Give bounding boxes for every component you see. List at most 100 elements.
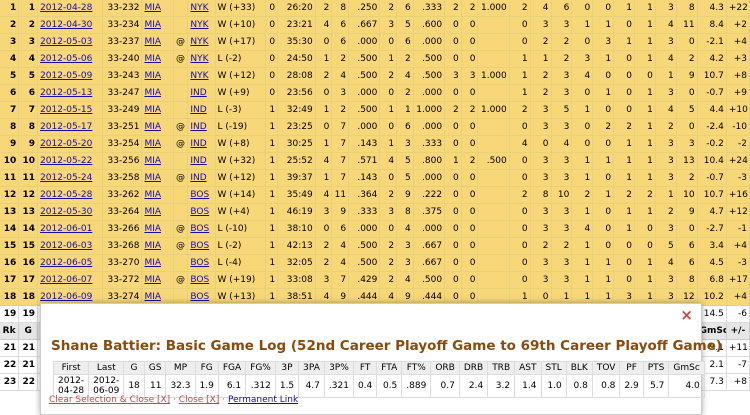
opponent-link[interactable]: NYK [187,67,216,85]
stat-cell: +17 [726,271,750,289]
stat-cell: .333 [413,0,446,17]
close-link[interactable]: Close [X] [178,395,220,405]
opponent-link[interactable]: IND [187,169,216,187]
game-number-cell: 14 [18,220,39,238]
stat-cell: 2 [379,0,398,17]
opponent-link[interactable]: BOS [187,254,216,272]
stat-cell: 10.4 [697,152,727,170]
date-link[interactable]: 2012-05-30 [37,203,103,221]
date-link[interactable]: 2012-06-05 [37,254,103,272]
result-cell: W (+33) [215,0,266,17]
team-link[interactable]: MIA [141,220,174,238]
stat-cell: 1 [613,152,635,170]
stat-cell: 0 [509,254,531,272]
stat-cell: 1 [592,84,615,102]
date-link[interactable]: 2012-05-09 [37,67,103,85]
team-link[interactable]: MIA [141,254,174,272]
stat-cell: 2 [379,186,398,204]
stat-cell: 2 [461,0,479,17]
date-link[interactable]: 2012-05-20 [37,135,103,153]
opponent-link[interactable]: IND [187,101,216,119]
opponent-link[interactable]: NYK [187,33,216,51]
stat-cell: 0 [461,118,479,136]
team-link[interactable]: MIA [141,271,174,289]
team-link[interactable]: MIA [141,16,174,34]
team-link[interactable]: MIA [141,67,174,85]
team-link[interactable]: MIA [141,118,174,136]
opponent-link[interactable]: BOS [187,237,216,255]
summary-value: 18 [123,374,145,398]
team-link[interactable]: MIA [141,33,174,51]
opponent-link[interactable]: BOS [187,186,216,204]
summary-header: GmSc [668,361,705,375]
summary-header: G [123,361,145,375]
opponent-link[interactable]: IND [187,84,216,102]
game-number-cell: 18 [18,288,39,306]
stat-cell: 1 [571,152,594,170]
date-link[interactable]: 2012-05-06 [37,50,103,68]
clear-selection-link[interactable]: Clear Selection & Close [X] [49,395,171,405]
date-link[interactable]: 2012-05-17 [37,118,103,136]
stat-cell: 28:08 [277,67,316,85]
stat-cell: 1 [613,220,635,238]
date-link[interactable]: 2012-06-01 [37,220,103,238]
opponent-link[interactable]: IND [187,152,216,170]
stat-cell: 1 [613,0,635,17]
date-link[interactable]: 2012-04-30 [37,16,103,34]
team-link[interactable]: MIA [141,237,174,255]
opponent-link[interactable]: BOS [187,203,216,221]
date-link[interactable]: 2012-06-03 [37,237,103,255]
stat-cell: 3 [655,135,677,153]
opponent-link[interactable]: BOS [187,271,216,289]
close-icon[interactable]: × [680,306,693,324]
opponent-link[interactable]: IND [187,135,216,153]
stat-cell: 0 [315,33,333,51]
date-link[interactable]: 2012-05-15 [37,101,103,119]
summary-value: 2012-04-28 [52,374,90,398]
stat-cell: 0 [444,186,462,204]
date-link[interactable]: 2012-05-22 [37,152,103,170]
stat-cell: 1 [592,16,615,34]
stat-cell: 3 [551,84,573,102]
date-link[interactable]: 2012-05-24 [37,169,103,187]
opponent-link[interactable]: IND [187,118,216,136]
result-cell: L (-19) [215,118,266,136]
opponent-link[interactable]: NYK [187,16,216,34]
opponent-link[interactable]: NYK [187,0,216,17]
stat-cell: 3 [655,220,677,238]
opponent-link[interactable]: BOS [187,220,216,238]
stat-cell: 2 [592,118,615,136]
stat-cell: 0 [265,16,279,34]
rank-cell: 13 [0,203,20,221]
team-link[interactable]: MIA [141,152,174,170]
stat-cell: 5 [676,101,698,119]
stat-cell: 3 [530,203,552,221]
age-cell: 33-237 [102,33,143,51]
team-link[interactable]: MIA [141,84,174,102]
date-link[interactable]: 2012-04-28 [37,0,103,17]
team-link[interactable]: MIA [141,203,174,221]
stat-cell: 3 [379,16,398,34]
stat-cell: 0 [265,67,279,85]
opponent-link[interactable]: NYK [187,50,216,68]
stat-cell: 39:37 [277,169,316,187]
table-row: 5 5 2012-05-09 33-243 MIA NYK W (+12) 0 28:08 2 4.… [0,67,750,85]
date-link[interactable]: 2012-05-13 [37,84,103,102]
permanent-link[interactable]: Permanent Link [227,395,299,405]
team-link[interactable]: MIA [141,186,174,204]
date-link[interactable]: 2012-05-03 [37,33,103,51]
stat-cell: 1 [634,288,656,306]
team-link[interactable]: MIA [141,169,174,187]
stat-cell: 3 [396,135,414,153]
team-link[interactable]: MIA [141,50,174,68]
stat-cell: 1 [592,186,615,204]
date-link[interactable]: 2012-05-28 [37,186,103,204]
team-link[interactable]: MIA [141,288,174,306]
stat-cell: 0 [613,237,635,255]
team-link[interactable]: MIA [141,101,174,119]
team-link[interactable]: MIA [141,135,174,153]
stat-cell: 3 [676,135,698,153]
team-link[interactable]: MIA [141,0,174,17]
summary-header: First [52,361,90,375]
date-link[interactable]: 2012-06-07 [37,271,103,289]
